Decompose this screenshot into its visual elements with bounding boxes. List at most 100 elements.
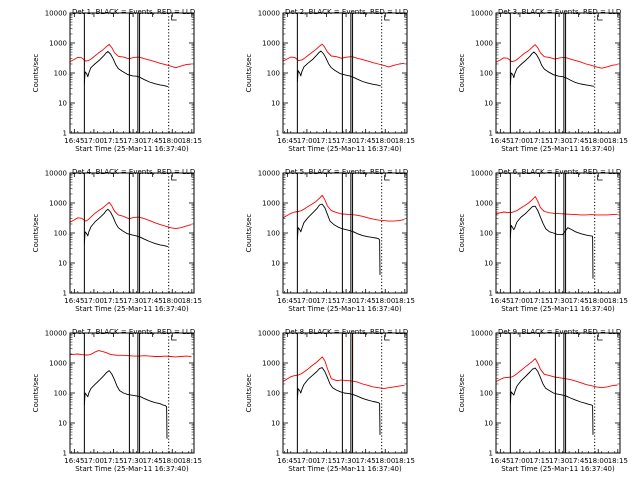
x-tick-label: 17:30 <box>123 297 143 305</box>
x-tick-label: 17:30 <box>549 137 569 145</box>
y-tick-label: 100 <box>267 230 280 238</box>
x-tick-label: 17:15 <box>529 297 549 305</box>
x-tick-label: 17:15 <box>316 137 336 145</box>
top-marker-bracket <box>171 335 177 341</box>
x-tick-label: 17:30 <box>336 137 356 145</box>
x-tick-label: 16:45 <box>490 457 510 465</box>
x-tick-label: 17:45 <box>356 457 376 465</box>
y-tick-label: 1000 <box>49 360 67 368</box>
y-tick-label: 10000 <box>471 170 493 178</box>
x-tick-label: 17:00 <box>297 297 317 305</box>
x-tick-label: 17:15 <box>103 297 123 305</box>
top-marker-bracket <box>597 335 603 341</box>
events-series-line <box>83 51 169 88</box>
x-tick-label: 17:00 <box>510 137 530 145</box>
x-tick-label: 18:00 <box>588 137 608 145</box>
x-axis-label: Start Time (25-Mar-11 16:37:40) <box>288 305 402 313</box>
x-tick-label: 18:00 <box>588 297 608 305</box>
y-tick-label: 100 <box>267 390 280 398</box>
y-axis-label: Counts/sec <box>32 214 40 253</box>
x-tick-label: 17:15 <box>316 457 336 465</box>
x-tick-label: 16:45 <box>490 137 510 145</box>
x-tick-label: 17:15 <box>529 457 549 465</box>
x-tick-label: 18:00 <box>162 137 182 145</box>
y-tick-label: 1 <box>276 130 280 138</box>
y-tick-label: 10 <box>271 260 280 268</box>
panel-title: Det 7, BLACK = Events, RED = LLD <box>72 328 195 336</box>
top-marker-bracket <box>384 175 390 181</box>
y-tick-label: 1 <box>489 130 493 138</box>
y-tick-label: 10000 <box>45 330 67 338</box>
lld-series-line <box>495 196 618 216</box>
x-tick-label: 18:15 <box>608 137 628 145</box>
x-tick-label: 18:00 <box>162 457 182 465</box>
y-axis-label: Counts/sec <box>245 214 253 253</box>
y-tick-label: 10000 <box>45 10 67 18</box>
x-tick-label: 18:00 <box>162 297 182 305</box>
x-tick-label: 17:45 <box>143 137 163 145</box>
y-tick-label: 10 <box>58 420 67 428</box>
y-tick-label: 1000 <box>49 40 67 48</box>
y-axis-label: Counts/sec <box>245 374 253 413</box>
x-tick-label: 17:45 <box>356 137 376 145</box>
y-tick-label: 10000 <box>471 10 493 18</box>
y-axis-label: Counts/sec <box>32 54 40 93</box>
x-axis-label: Start Time (25-Mar-11 16:37:40) <box>501 305 615 313</box>
x-tick-label: 17:30 <box>336 457 356 465</box>
x-tick-label: 18:00 <box>588 457 608 465</box>
y-tick-label: 1000 <box>262 360 280 368</box>
plot-frame <box>282 172 408 294</box>
y-tick-label: 100 <box>480 390 493 398</box>
lld-series-line <box>282 43 405 68</box>
y-tick-label: 1 <box>63 450 67 458</box>
lld-series-line <box>282 194 405 222</box>
y-tick-label: 1000 <box>49 200 67 208</box>
detector-panel-7: Det 7, BLACK = Events, RED = LLD 16:45 17:… <box>32 328 202 473</box>
x-tick-label: 16:45 <box>277 137 297 145</box>
panel-title: Det 8, BLACK = Events, RED = LLD <box>285 328 408 336</box>
panel-title: Det 2, BLACK = Events, RED = LLD <box>285 8 408 16</box>
x-tick-label: 17:30 <box>336 297 356 305</box>
x-tick-label: 17:15 <box>316 297 336 305</box>
top-marker-bracket <box>171 175 177 181</box>
y-tick-label: 1 <box>489 290 493 298</box>
top-marker-bracket <box>384 15 390 21</box>
x-axis-label: Start Time (25-Mar-11 16:37:40) <box>75 145 189 153</box>
panel-title: Det 4, BLACK = Events, RED = LLD <box>72 168 195 176</box>
y-axis-label: Counts/sec <box>32 374 40 413</box>
x-tick-label: 17:00 <box>84 297 104 305</box>
x-tick-label: 18:15 <box>395 137 415 145</box>
x-tick-label: 17:00 <box>84 457 104 465</box>
x-tick-label: 17:15 <box>529 137 549 145</box>
plot-frame <box>495 172 621 294</box>
lld-series-line <box>69 201 192 230</box>
plot-frame <box>495 12 621 134</box>
x-axis-label: Start Time (25-Mar-11 16:37:40) <box>75 305 189 313</box>
events-series-line <box>296 367 381 435</box>
x-tick-label: 17:00 <box>510 457 530 465</box>
x-tick-label: 16:45 <box>64 457 84 465</box>
top-marker-bracket <box>597 175 603 181</box>
y-axis-label: Counts/sec <box>458 54 466 93</box>
lld-series-line <box>69 43 192 69</box>
y-axis-label: Counts/sec <box>458 214 466 253</box>
panel-title: Det 3, BLACK = Events, RED = LLD <box>498 8 621 16</box>
y-tick-label: 10000 <box>471 330 493 338</box>
x-tick-label: 17:00 <box>510 297 530 305</box>
y-tick-label: 100 <box>54 230 67 238</box>
x-tick-label: 17:00 <box>297 457 317 465</box>
y-tick-label: 10 <box>58 100 67 108</box>
y-tick-label: 1 <box>276 450 280 458</box>
x-tick-label: 16:45 <box>64 297 84 305</box>
x-tick-label: 18:15 <box>182 297 202 305</box>
lld-series-line <box>495 44 618 69</box>
x-tick-label: 18:00 <box>375 137 395 145</box>
x-tick-label: 18:15 <box>395 297 415 305</box>
x-tick-label: 16:45 <box>277 297 297 305</box>
y-tick-label: 1 <box>276 290 280 298</box>
x-axis-label: Start Time (25-Mar-11 16:37:40) <box>501 145 615 153</box>
